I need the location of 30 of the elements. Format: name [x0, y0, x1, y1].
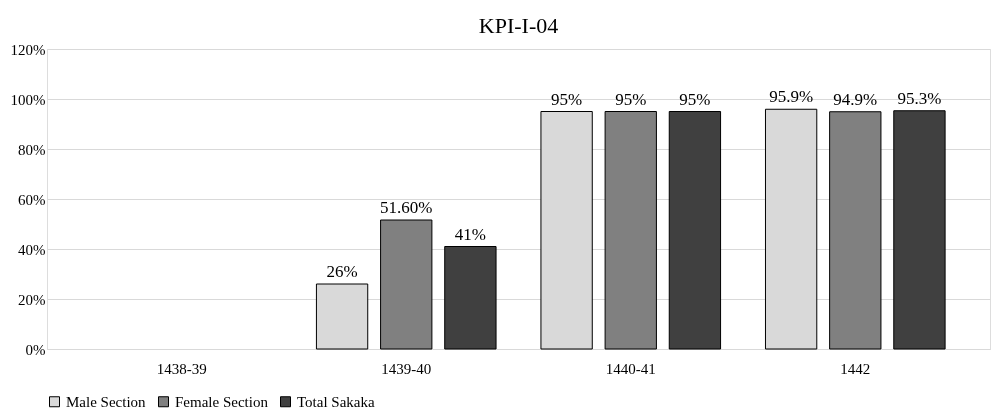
data-label: 41% [454, 224, 486, 244]
data-label: 95.9% [769, 87, 814, 107]
bar [893, 110, 946, 350]
y-tick-label: 60% [18, 191, 46, 208]
y-tick-label: 120% [10, 41, 46, 58]
legend-label: Total Sakaka [297, 393, 376, 410]
y-tick-label: 0% [25, 341, 46, 358]
x-tick-label: 1438-39 [156, 360, 207, 377]
legend-label: Male Section [66, 393, 147, 410]
x-tick-label: 1442 [840, 360, 871, 377]
data-label: 95% [679, 89, 711, 109]
bar [604, 111, 657, 350]
y-tick-label: 100% [10, 91, 46, 108]
x-tick-label: 1440-41 [605, 360, 656, 377]
data-label: 26% [326, 262, 358, 281]
bar [829, 111, 882, 350]
bar [380, 219, 433, 350]
data-label: 95% [551, 89, 583, 109]
legend-label: Female Section [175, 393, 269, 410]
data-label: 95% [615, 89, 647, 109]
bar [668, 111, 722, 350]
y-tick-label: 20% [18, 291, 46, 308]
data-label: 94.9% [833, 89, 878, 109]
x-tick-label: 1439-40 [381, 360, 432, 377]
data-label: 95.3% [897, 88, 942, 108]
bar [444, 246, 497, 350]
data-label: 51.60% [380, 198, 433, 217]
y-tick-label: 80% [18, 141, 46, 158]
y-tick-label: 40% [18, 241, 46, 258]
chart-title: KPI-I-04 [478, 13, 559, 38]
